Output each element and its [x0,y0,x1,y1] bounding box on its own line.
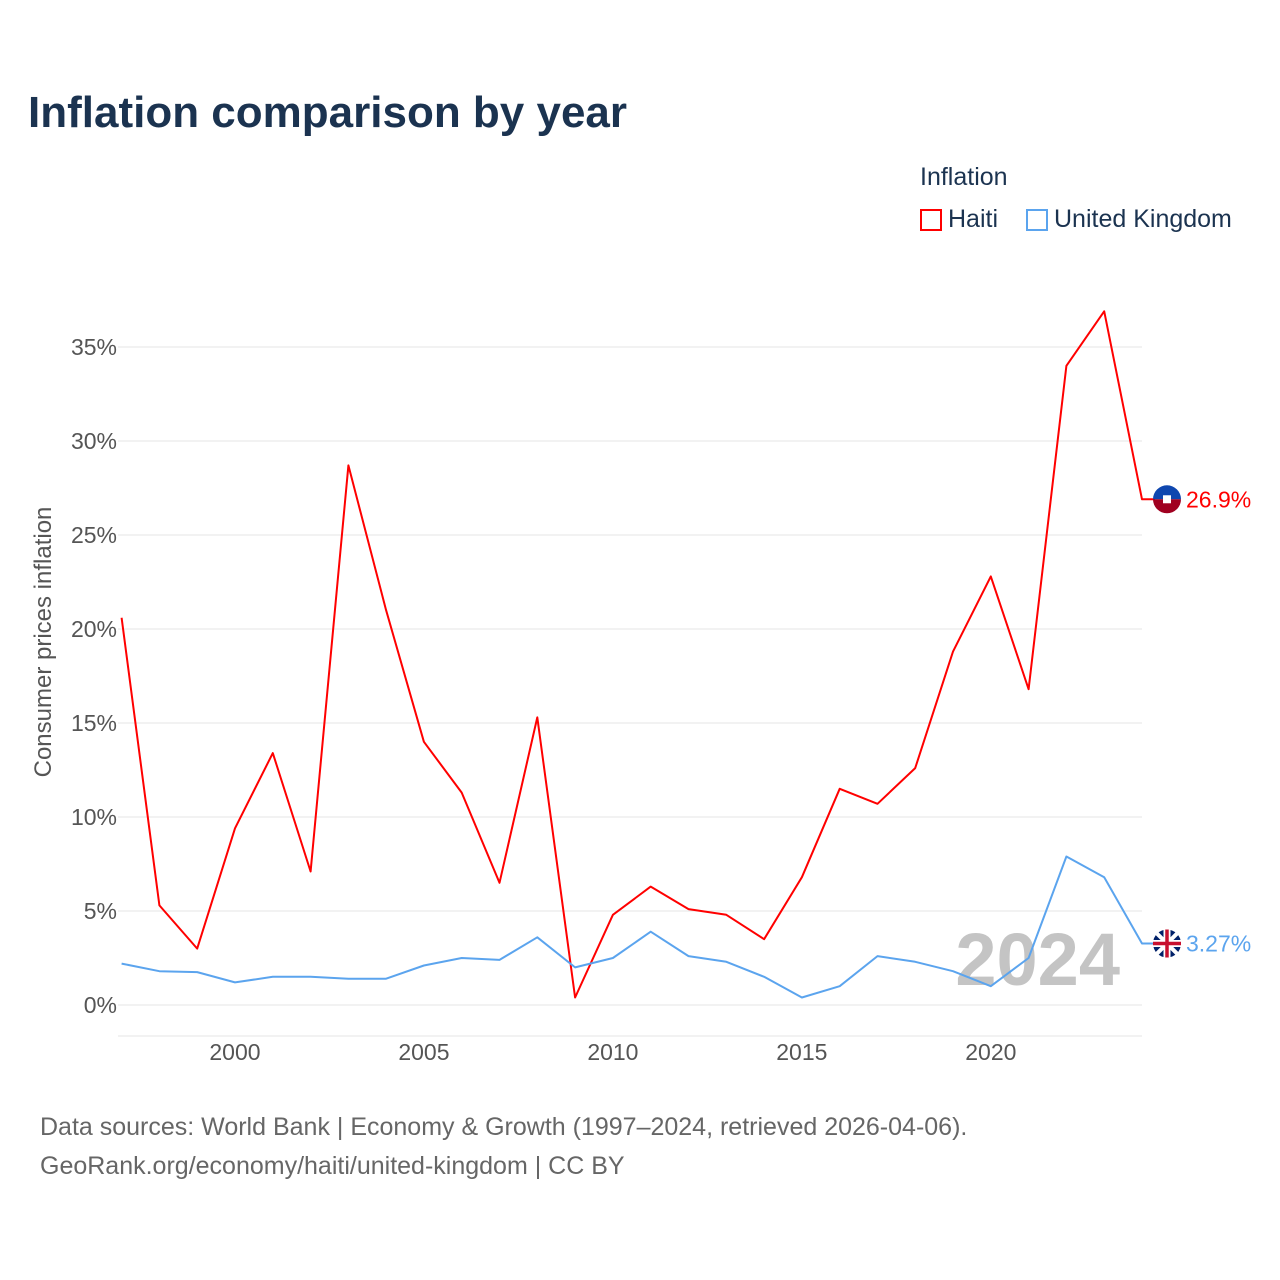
legend-title: Inflation [920,163,1008,191]
y-tick-label: 5% [84,898,117,924]
source-link[interactable]: GeoRank.org/economy/haiti/united-kingdom… [40,1152,625,1180]
haiti-flag-icon [1163,495,1171,504]
end-value-label: 3.27% [1186,931,1251,957]
series-line-haiti [120,310,1155,999]
legend-swatch-uk [1026,208,1048,231]
y-tick-label: 15% [71,710,117,736]
y-tick-label: 25% [71,522,117,548]
uk-flag-icon [1153,929,1181,958]
legend-item-haiti[interactable]: Haiti [920,205,998,234]
legend-label: United Kingdom [1054,205,1232,233]
y-tick-label: 30% [71,428,117,454]
x-tick-label: 2005 [398,1039,449,1065]
haiti-flag-icon [1153,485,1181,500]
end-value-label: 26.9% [1186,486,1251,512]
footer: Data sources: World Bank | Economy & Gro… [40,1108,967,1186]
y-tick-label: 35% [71,334,117,360]
legend-label: Haiti [948,205,999,233]
legend-item-uk[interactable]: United Kingdom [1026,205,1232,234]
series-line-uk [121,855,1155,999]
x-tick-label: 2000 [209,1039,260,1065]
y-tick-label: 0% [84,992,117,1018]
chart-title: Inflation comparison by year [28,88,628,137]
y-tick-label: 20% [71,616,117,642]
year-watermark: 2024 [955,918,1120,1001]
legend-swatch-haiti [920,208,942,231]
x-tick-label: 2010 [587,1039,638,1065]
data-source-text: Data sources: World Bank | Economy & Gro… [40,1113,968,1141]
y-axis-label: Consumer prices inflation [30,507,57,778]
x-tick-label: 2020 [965,1039,1016,1065]
y-tick-label: 10% [71,804,117,830]
x-tick-label: 2015 [776,1039,827,1065]
haiti-flag-icon [1153,499,1181,514]
